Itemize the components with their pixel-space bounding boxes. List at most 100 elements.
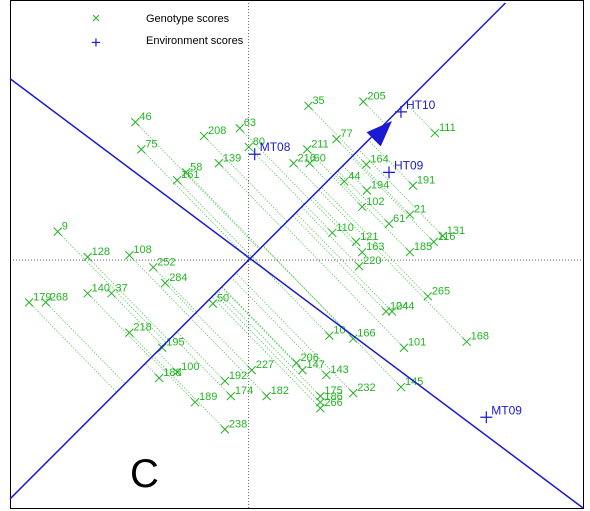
genotype-marker [357, 202, 367, 212]
genotype-point-186: 186 [316, 391, 343, 407]
genotype-projection-9 [57, 231, 167, 343]
genotype-marker [429, 237, 439, 247]
genotype-projection-268 [45, 302, 126, 384]
genotype-marker [136, 145, 146, 154]
genotype-marker [292, 358, 301, 368]
genotype-label: 194 [371, 180, 389, 192]
perpendicular-axis [9, 78, 584, 509]
genotype-point-60: 60 [305, 152, 326, 168]
genotype-marker [83, 252, 92, 262]
genotype-projection-163 [309, 198, 363, 253]
legend-environment-label: Environment scores [146, 35, 244, 47]
genotype-marker [244, 142, 254, 152]
genotype-point-163: 163 [357, 241, 385, 257]
genotype-marker [387, 307, 397, 316]
genotype-point-168: 168 [462, 331, 489, 347]
genotype-projection-lines [28, 101, 467, 430]
genotype-point-238: 238 [220, 418, 247, 434]
genotype-projection-252 [152, 267, 198, 313]
genotype-label: 140 [92, 282, 110, 294]
genotype-marker [160, 278, 170, 288]
genotype-projection-174 [172, 336, 232, 397]
genotype-label: 44 [348, 170, 360, 182]
environment-marker [383, 166, 396, 179]
genotype-point-102: 102 [357, 196, 385, 212]
genotype-label: 110 [336, 222, 354, 234]
genotype-marker [408, 181, 418, 191]
genotype-projection-284 [164, 282, 196, 314]
genotype-label: 265 [432, 285, 450, 297]
genotype-marker [298, 365, 307, 375]
genotype-marker [53, 227, 63, 236]
genotype-marker [235, 123, 245, 133]
genotype-marker [316, 403, 325, 413]
genotype-projection-244 [295, 212, 393, 312]
genotype-point-194: 194 [362, 180, 389, 195]
genotype-marker [289, 158, 298, 168]
genotype-label: 284 [169, 272, 187, 284]
genotype-marker [423, 291, 433, 301]
genotype-point-244: 244 [387, 300, 414, 316]
genotype-point-185: 185 [405, 241, 432, 257]
genotype-projection-35 [308, 105, 356, 154]
genotype-label: 186 [324, 391, 342, 403]
legend-genotype-marker: × [92, 10, 101, 27]
genotype-marker [208, 299, 218, 308]
genotype-marker [214, 158, 224, 168]
genotype-marker [172, 367, 182, 377]
genotype-point-50: 50 [208, 293, 229, 308]
legend-environment-marker: + [91, 33, 101, 52]
genotype-point-75: 75 [136, 138, 158, 154]
genotype-marker [125, 250, 134, 260]
genotype-projection-164 [355, 152, 367, 165]
genotype-marker [430, 128, 440, 138]
genotype-projection-238 [152, 355, 226, 430]
genotype-marker [199, 131, 209, 141]
genotype-label: 189 [199, 391, 217, 403]
genotype-projection-265 [321, 186, 429, 297]
genotype-label: 60 [314, 152, 326, 164]
genotype-label: 35 [312, 95, 324, 107]
environment-marker [248, 148, 261, 161]
genotype-label: 175 [324, 385, 342, 397]
genotype-label: 185 [414, 241, 432, 253]
genotype-projection-108 [129, 254, 191, 319]
genotype-point-192: 192 [220, 370, 247, 386]
genotype-point-101: 101 [399, 337, 426, 353]
genotype-projection-128 [87, 256, 169, 341]
genotype-marker [399, 343, 409, 353]
environment-point-MT08: MT08 [248, 140, 291, 161]
genotype-marker [226, 391, 236, 401]
genotype-point-220: 220 [354, 255, 382, 271]
genotype-marker [83, 288, 92, 298]
genotype-marker [125, 328, 134, 337]
genotype-point-266: 266 [316, 397, 343, 413]
genotype-label: 238 [229, 418, 247, 430]
genotype-point-218: 218 [125, 322, 152, 337]
genotype-projection-266 [211, 296, 321, 409]
genotype-label: 37 [115, 282, 127, 294]
genotype-point-140: 140 [83, 282, 110, 298]
genotype-marker [220, 376, 230, 386]
genotype-label: 77 [340, 128, 352, 140]
genotype-marker [462, 337, 471, 347]
genotype-label: 102 [366, 196, 384, 208]
genotype-point-77: 77 [332, 128, 353, 144]
biplot-axes [9, 2, 584, 509]
genotype-label: 164 [370, 153, 388, 165]
environment-marker [480, 411, 493, 424]
genotype-point-191: 191 [408, 175, 435, 191]
genotype-marker [438, 231, 448, 241]
genotype-marker [348, 334, 358, 344]
genotype-point-35: 35 [304, 95, 325, 111]
genotype-point-227: 227 [247, 359, 274, 375]
genotype-marker [348, 388, 358, 398]
genotype-marker [339, 177, 349, 186]
genotype-label: 188 [163, 367, 181, 379]
genotype-point-110: 110 [327, 222, 354, 238]
genotype-label: 75 [145, 138, 157, 150]
genotype-marker [351, 237, 361, 247]
genotype-label: 80 [253, 136, 265, 148]
genotype-marker [361, 160, 371, 169]
